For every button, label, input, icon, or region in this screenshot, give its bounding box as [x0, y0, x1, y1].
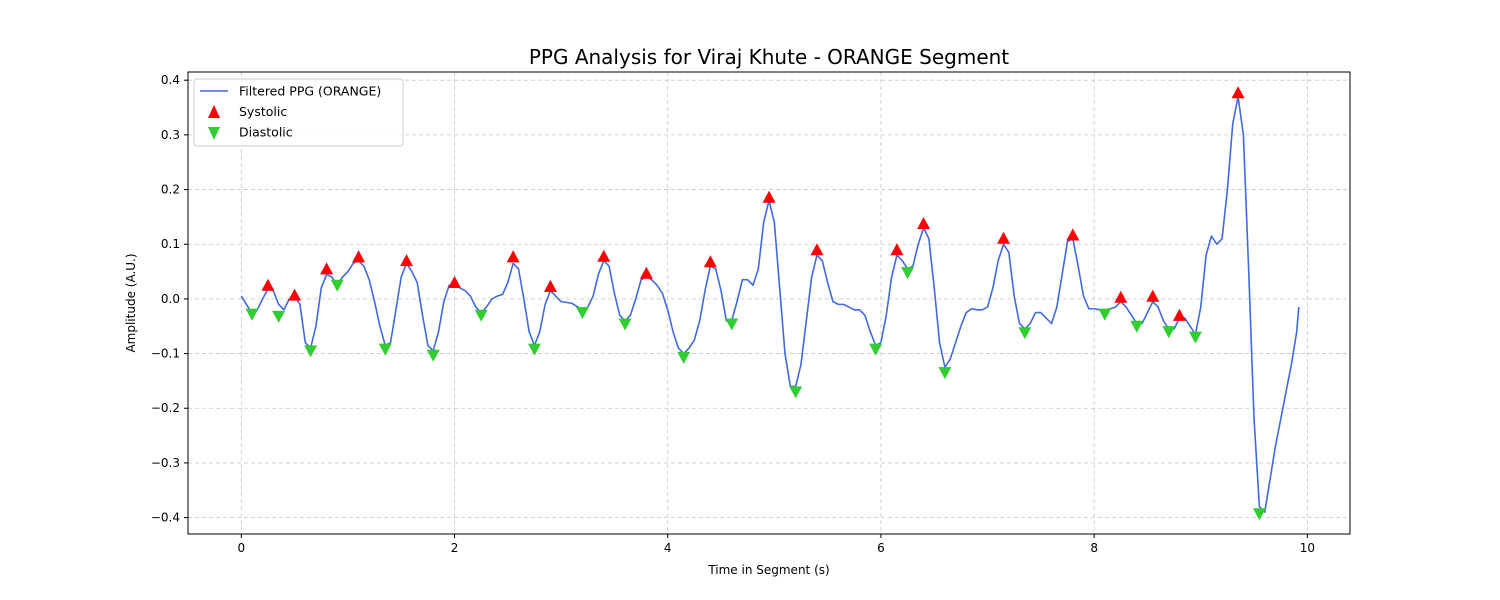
systolic-marker: [1114, 290, 1128, 303]
systolic-marker: [352, 250, 366, 263]
x-axis-label: Time in Segment (s): [707, 563, 829, 577]
x-tick-label: 6: [877, 541, 885, 555]
systolic-marker: [1146, 289, 1160, 302]
y-tick-label: −0.2: [151, 401, 180, 415]
diastolic-marker: [1252, 508, 1266, 521]
x-tick-label: 10: [1300, 541, 1315, 555]
systolic-marker: [288, 288, 302, 301]
diastolic-marker: [378, 343, 392, 356]
diastolic-marker: [618, 318, 632, 331]
plot-area: [240, 86, 1300, 521]
systolic-marker: [597, 249, 611, 262]
y-axis-label: Amplitude (A.U.): [124, 253, 138, 352]
diastolic-marker: [426, 349, 440, 362]
y-tick-label: 0.1: [161, 237, 180, 251]
systolic-marker: [1172, 308, 1186, 321]
y-tick-label: 0.0: [161, 292, 180, 306]
diastolic-marker: [938, 367, 952, 380]
systolic-marker: [448, 275, 462, 289]
y-tick-label: 0.4: [161, 73, 180, 87]
systolic-marker: [890, 243, 904, 256]
diastolic-marker: [330, 279, 344, 292]
systolic-marker: [997, 231, 1011, 244]
systolic-marker: [400, 254, 414, 267]
y-tick-label: −0.3: [151, 456, 180, 470]
y-tick-label: 0.3: [161, 128, 180, 142]
diastolic-marker: [1018, 327, 1032, 340]
diastolic-marker: [1188, 331, 1202, 344]
y-tick-label: −0.4: [151, 511, 180, 525]
diastolic-marker: [725, 318, 739, 331]
legend-label-systolic: Systolic: [239, 104, 287, 119]
systolic-marker: [320, 262, 334, 275]
x-tick-label: 4: [664, 541, 672, 555]
ppg-signal-line: [240, 95, 1300, 513]
y-tick-label: 0.2: [161, 183, 180, 197]
diastolic-marker: [575, 307, 589, 320]
diastolic-marker: [901, 267, 915, 280]
legend-systolic-marker: [208, 105, 220, 118]
systolic-marker: [703, 255, 717, 268]
grid: [188, 72, 1350, 534]
diastolic-marker: [869, 343, 883, 356]
legend-diastolic-marker: [208, 127, 220, 140]
diastolic-marker: [789, 386, 803, 399]
diastolic-marker: [1162, 326, 1176, 339]
diastolic-marker: [304, 345, 318, 358]
axis-ticks: 0 2 4 6 8 10 0.4 0.3 0.2 0.1 0.0 −0.1 −0.2 −0.3 −0.4: [151, 73, 1315, 555]
diastolic-marker: [1130, 320, 1144, 333]
x-tick-label: 2: [451, 541, 459, 555]
plot-frame: [187, 71, 1351, 535]
systolic-marker: [917, 216, 931, 229]
systolic-marker: [810, 243, 824, 256]
x-tick-label: 8: [1090, 541, 1098, 555]
x-tick-label: 0: [237, 541, 245, 555]
legend: Filtered PPG (ORANGE) Systolic Diastolic: [193, 78, 404, 147]
legend-box: [193, 78, 404, 147]
systolic-marker: [506, 250, 520, 263]
systolic-marker: [762, 190, 776, 203]
systolic-marker: [1066, 228, 1080, 241]
legend-label-diastolic: Diastolic: [239, 125, 293, 140]
diastolic-marker: [474, 309, 488, 322]
diastolic-marker: [272, 310, 286, 323]
systolic-marker: [639, 266, 653, 279]
chart-title: PPG Analysis for Viraj Khute - ORANGE Se…: [529, 45, 1009, 69]
systolic-marker: [261, 278, 275, 291]
systolic-marker: [1231, 86, 1245, 99]
legend-label-filtered: Filtered PPG (ORANGE): [239, 84, 381, 99]
y-tick-label: −0.1: [151, 347, 180, 361]
systolic-marker: [543, 279, 557, 292]
diastolic-marker: [1098, 308, 1112, 321]
diastolic-marker: [677, 351, 691, 364]
diastolic-marker: [527, 343, 541, 356]
diastolic-marker: [245, 308, 259, 321]
